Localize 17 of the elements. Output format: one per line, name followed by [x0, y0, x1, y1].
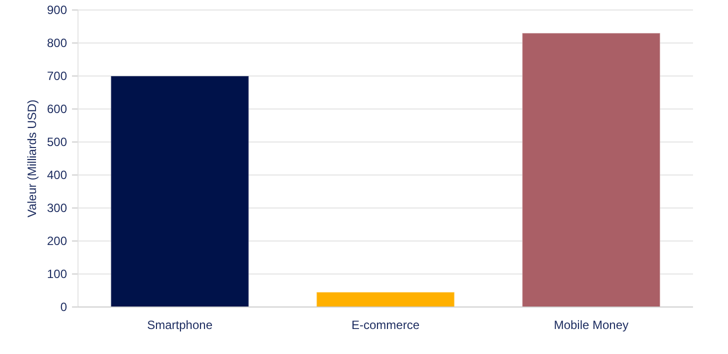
y-tick-label: 900: [46, 3, 68, 18]
x-tick-label: Smartphone: [147, 318, 213, 332]
x-tick-label: Mobile Money: [554, 318, 629, 332]
bar: [110, 76, 250, 308]
y-tick-label: 300: [46, 201, 68, 216]
y-tick-label: 400: [46, 168, 68, 182]
x-tick-label: E-commerce: [351, 318, 420, 332]
y-tick-label: 500: [46, 135, 68, 150]
bar: [316, 292, 455, 308]
y-tick-label: 700: [46, 69, 68, 84]
y-tick-label: 200: [46, 234, 68, 248]
y-tick-label: 600: [46, 102, 68, 116]
y-tick-label: 0: [60, 300, 68, 314]
y-tick-label: 800: [46, 36, 68, 50]
y-axis-title: Valeur (Milliards USD): [25, 100, 39, 218]
y-tick-label: 100: [46, 267, 68, 282]
bar: [522, 32, 661, 308]
